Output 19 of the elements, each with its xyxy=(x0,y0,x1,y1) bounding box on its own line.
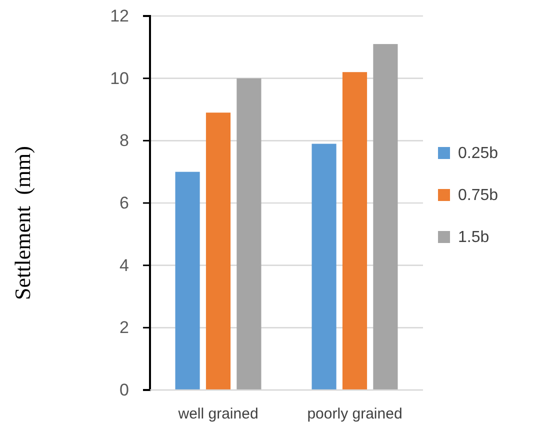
y-tick-label: 8 xyxy=(120,131,129,150)
legend-label: 0.75b xyxy=(458,187,498,204)
y-tick-label: 0 xyxy=(120,380,129,400)
bar xyxy=(373,44,398,390)
y-tick-label: 10 xyxy=(110,68,129,88)
legend-label: 0.25b xyxy=(458,145,498,162)
x-tick-label: poorly grained xyxy=(307,406,402,423)
legend-label: 1.5b xyxy=(458,229,490,246)
y-tick-label: 4 xyxy=(120,256,129,275)
bar xyxy=(175,172,200,390)
bar xyxy=(236,78,262,390)
y-tick-label: 12 xyxy=(110,6,129,26)
y-tick-label: 6 xyxy=(120,193,129,212)
bar xyxy=(342,72,368,390)
bar xyxy=(312,144,336,390)
y-axis-title: Settlement (mm) xyxy=(10,146,35,300)
bar xyxy=(206,112,231,390)
y-tick-label: 2 xyxy=(120,318,129,338)
x-tick-label: well grained xyxy=(177,406,258,423)
